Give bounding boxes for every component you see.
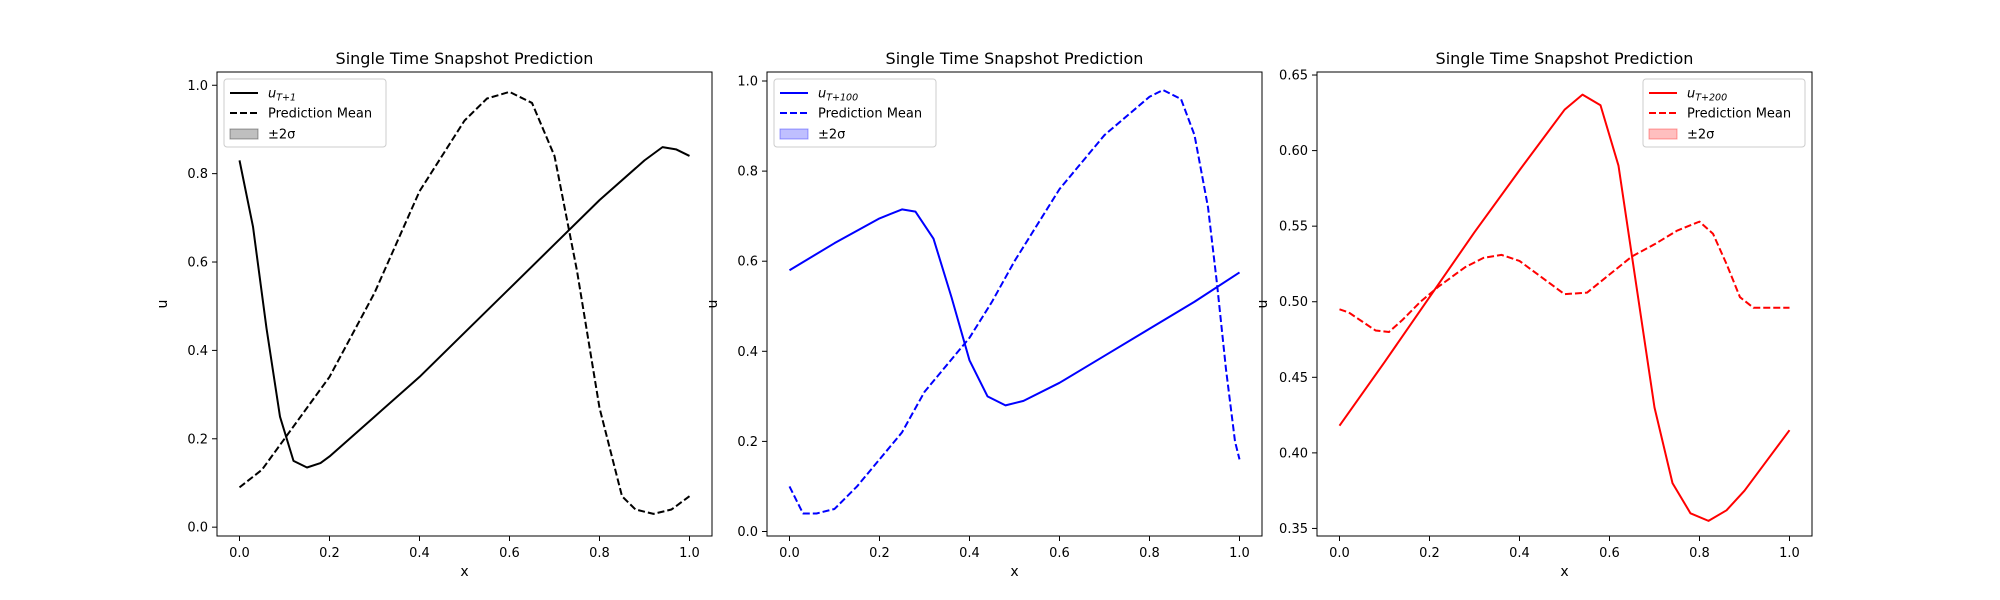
- y-tick-label: 0.4: [737, 345, 758, 360]
- y-tick-label: 0.55: [1279, 220, 1308, 235]
- y-tick-label: 0.40: [1279, 446, 1308, 461]
- axes-frame: [766, 71, 1263, 537]
- y-tick-label: 0.65: [1279, 69, 1308, 84]
- legend-mean-label: Prediction Mean: [268, 107, 372, 122]
- y-tick-label: 0.35: [1279, 522, 1308, 537]
- x-tick-label: 0.8: [589, 546, 610, 561]
- legend-band-swatch: [229, 128, 259, 140]
- true-solution-line: [1338, 93, 1791, 522]
- true-solution-line: [788, 208, 1241, 407]
- true-solution-line: [238, 146, 690, 469]
- prediction-mean-line: [238, 90, 691, 515]
- chart-title: Single Time Snapshot Prediction: [336, 49, 594, 68]
- y-tick-label: 0.6: [187, 256, 208, 271]
- legend-true-label: uT+1: [268, 87, 296, 104]
- x-tick-label: 0.4: [959, 546, 980, 561]
- y-tick-label: 1.0: [737, 75, 758, 90]
- axes-frame: [216, 71, 713, 537]
- x-axis-label: x: [1010, 564, 1018, 580]
- legend: uT+1 Prediction Mean ±2σ: [223, 78, 387, 148]
- y-tick-label: 0.4: [187, 344, 208, 359]
- x-tick-label: 0.2: [319, 546, 340, 561]
- y-tick-label: 0.2: [187, 432, 208, 447]
- y-tick-label: 1.0: [187, 79, 208, 94]
- legend-box: [223, 78, 387, 148]
- y-tick-label: 0.50: [1279, 295, 1308, 310]
- x-tick-label: 1.0: [1229, 546, 1250, 561]
- y-tick-label: 0.60: [1279, 144, 1308, 159]
- legend: uT+100 Prediction Mean ±2σ: [773, 78, 937, 148]
- x-tick-label: 0.6: [499, 546, 520, 561]
- x-tick-label: 1.0: [1779, 546, 1800, 561]
- legend-band-swatch: [779, 128, 809, 140]
- chart-panel-1: 0.0 0.2 0.4 0.6 0.8 1.0 0.0 0.2 0.4 0.6 0.8 1.0 Sing…: [155, 49, 713, 580]
- y-axis-label: u: [155, 300, 171, 309]
- y-tick-label: 0.8: [187, 167, 208, 182]
- x-tick-label: 0.0: [229, 546, 250, 561]
- y-axis-label: u: [1255, 300, 1271, 309]
- legend: uT+200 Prediction Mean ±2σ: [1642, 78, 1806, 148]
- x-tick-label: 0.2: [1419, 546, 1440, 561]
- x-tick-label: 0.4: [1509, 546, 1530, 561]
- y-tick-label: 0.6: [737, 255, 758, 270]
- y-tick-label: 0.8: [737, 165, 758, 180]
- x-tick-label: 0.8: [1139, 546, 1160, 561]
- legend-band-label: ±2σ: [818, 128, 845, 143]
- y-tick-label: 0.2: [737, 435, 758, 450]
- legend-box: [1642, 78, 1806, 148]
- y-axis-label: u: [705, 300, 721, 309]
- x-tick-label: 0.6: [1049, 546, 1070, 561]
- legend-true-label: uT+100: [818, 87, 858, 104]
- x-tick-label: 0.0: [779, 546, 800, 561]
- x-axis-label: x: [460, 564, 468, 580]
- prediction-mean-line: [1339, 220, 1790, 333]
- x-axis-label: x: [1560, 564, 1568, 580]
- chart-panel-3: 0.0 0.2 0.4 0.6 0.8 1.0 0.35 0.40 0.45 0.50 0.55 0.…: [1255, 49, 1813, 580]
- legend-band-label: ±2σ: [1687, 128, 1714, 143]
- legend-band-swatch: [1648, 128, 1678, 140]
- x-tick-label: 0.8: [1689, 546, 1710, 561]
- legend-true-label: uT+200: [1687, 87, 1727, 104]
- x-tick-label: 0.4: [409, 546, 430, 561]
- chart-title: Single Time Snapshot Prediction: [1436, 49, 1694, 68]
- y-tick-label: 0.0: [737, 525, 758, 540]
- legend-box: [773, 78, 937, 148]
- chart-panel-2: 0.0 0.2 0.4 0.6 0.8 1.0 0.0 0.2 0.4 0.6 0.8 1.0 Sing…: [705, 49, 1263, 580]
- x-tick-label: 0.2: [869, 546, 890, 561]
- x-tick-label: 0.0: [1329, 546, 1350, 561]
- legend-mean-label: Prediction Mean: [818, 107, 922, 122]
- legend-band-label: ±2σ: [268, 128, 295, 143]
- x-tick-label: 1.0: [679, 546, 700, 561]
- y-tick-label: 0.45: [1279, 371, 1308, 386]
- prediction-mean-line: [788, 89, 1241, 515]
- x-tick-label: 0.6: [1599, 546, 1620, 561]
- chart-title: Single Time Snapshot Prediction: [886, 49, 1144, 68]
- legend-mean-label: Prediction Mean: [1687, 107, 1791, 122]
- y-tick-label: 0.0: [187, 521, 208, 536]
- axes-frame: [1316, 71, 1813, 537]
